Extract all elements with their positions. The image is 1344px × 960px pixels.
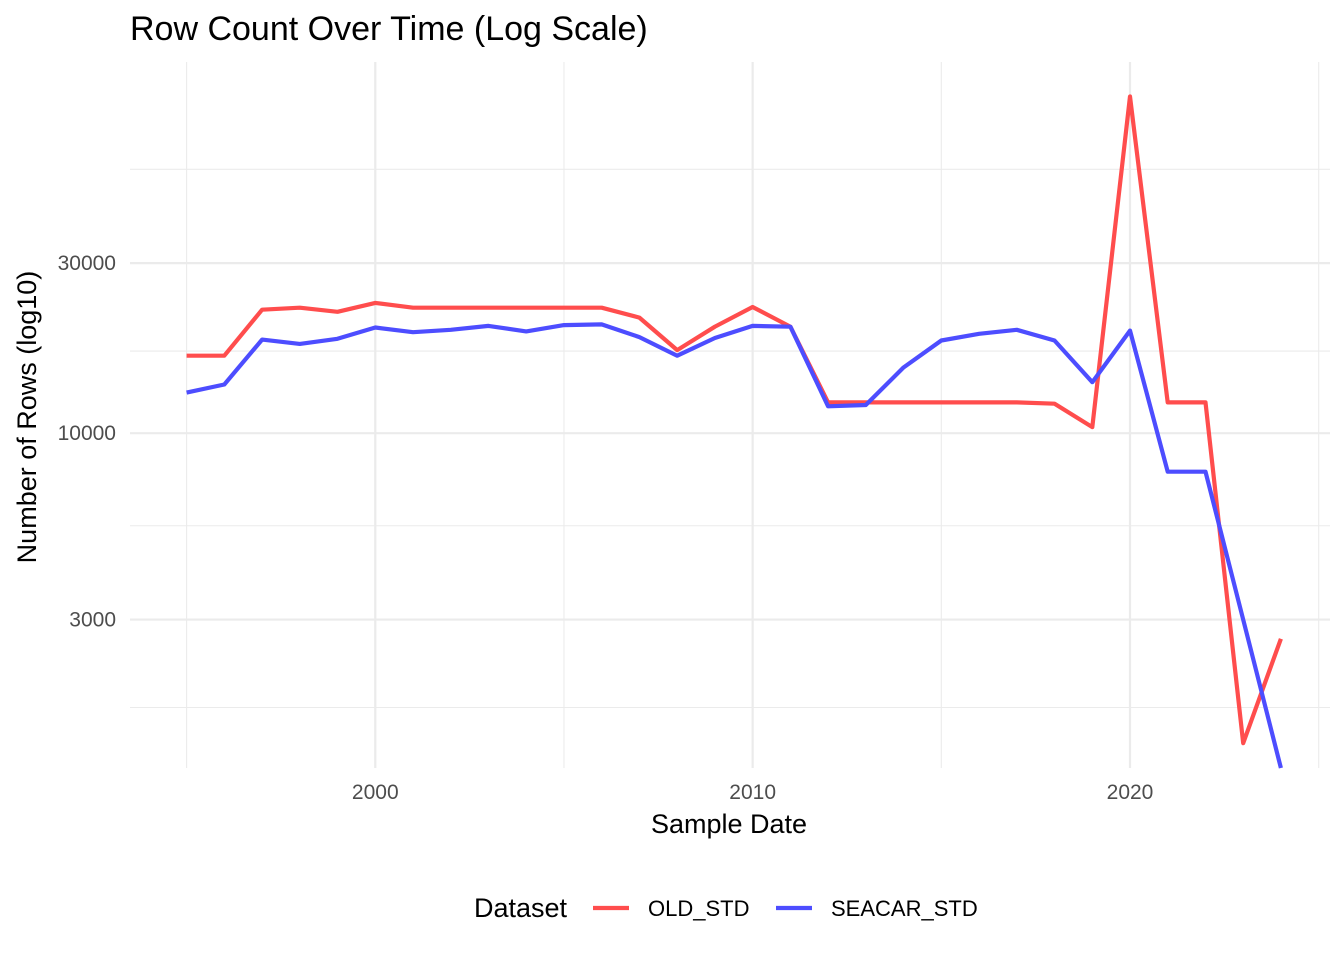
chart-title: Row Count Over Time (Log Scale) [130, 10, 648, 48]
series-layer [186, 94, 1283, 769]
y-tick-label: 3000 [69, 609, 116, 632]
legend-items: OLD_STD SEACAR_STD [593, 896, 978, 921]
y-tick-label: 30000 [58, 252, 116, 275]
x-axis-ticks: 2000 2010 2020 [352, 781, 1153, 804]
x-tick-label: 2000 [352, 781, 399, 804]
x-axis-title: Sample Date [651, 809, 807, 839]
legend: Dataset OLD_STD SEACAR_STD [474, 893, 978, 923]
y-tick-label: 10000 [58, 422, 116, 445]
legend-label: SEACAR_STD [831, 896, 978, 921]
grid [130, 62, 1330, 768]
series-line-seacar-std [186, 322, 1283, 769]
legend-label: OLD_STD [648, 896, 749, 921]
legend-title: Dataset [474, 893, 568, 923]
y-axis-ticks: 3000 10000 30000 [58, 252, 116, 631]
x-tick-label: 2020 [1107, 781, 1154, 804]
y-axis-title: Number of Rows (log10) [12, 271, 42, 564]
series-line-old-std [186, 94, 1283, 746]
x-tick-label: 2010 [729, 781, 776, 804]
